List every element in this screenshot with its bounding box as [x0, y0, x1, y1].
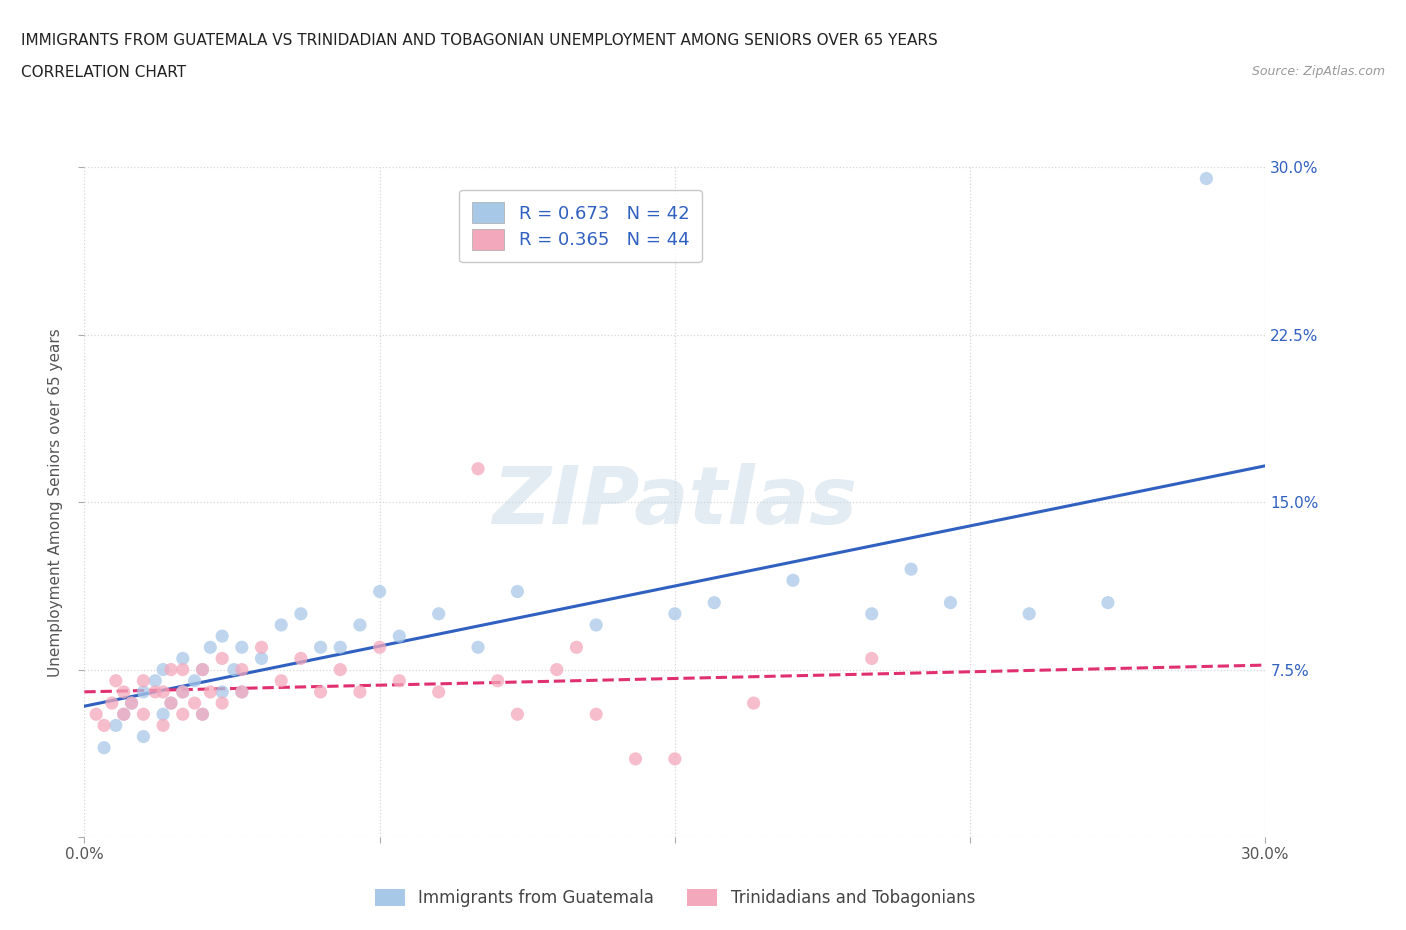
Point [467, 640, 489, 655]
Point [121, 696, 143, 711]
Point [467, 461, 489, 476]
Point [143, 673, 166, 688]
Point [121, 696, 143, 711]
Point [152, 707, 174, 722]
Point [1195, 171, 1218, 186]
Point [211, 684, 233, 699]
Point [368, 584, 391, 599]
Point [231, 684, 253, 699]
Point [900, 562, 922, 577]
Point [290, 651, 312, 666]
Point [309, 640, 332, 655]
Point [703, 595, 725, 610]
Point [427, 684, 450, 699]
Point [486, 673, 509, 688]
Point [160, 662, 183, 677]
Point [172, 684, 194, 699]
Point [329, 640, 352, 655]
Point [250, 640, 273, 655]
Point [231, 662, 253, 677]
Point [101, 696, 124, 711]
Point [104, 718, 127, 733]
Point [290, 606, 312, 621]
Text: IMMIGRANTS FROM GUATEMALA VS TRINIDADIAN AND TOBAGONIAN UNEMPLOYMENT AMONG SENIO: IMMIGRANTS FROM GUATEMALA VS TRINIDADIAN… [21, 33, 938, 47]
Point [349, 618, 371, 632]
Y-axis label: Unemployment Among Seniors over 65 years: Unemployment Among Seniors over 65 years [48, 328, 63, 677]
Point [231, 640, 253, 655]
Text: Source: ZipAtlas.com: Source: ZipAtlas.com [1251, 65, 1385, 78]
Point [132, 684, 155, 699]
Point [742, 696, 765, 711]
Point [104, 673, 127, 688]
Point [585, 618, 607, 632]
Point [309, 684, 332, 699]
Point [546, 662, 568, 677]
Point [112, 707, 135, 722]
Point [624, 751, 647, 766]
Point [211, 651, 233, 666]
Point [191, 707, 214, 722]
Point [84, 707, 107, 722]
Point [427, 606, 450, 621]
Point [222, 662, 245, 677]
Point [183, 673, 205, 688]
Point [860, 651, 883, 666]
Point [664, 751, 686, 766]
Point [152, 718, 174, 733]
Point [664, 606, 686, 621]
Point [388, 629, 411, 644]
Point [200, 640, 222, 655]
Point [231, 684, 253, 699]
Text: ZIPatlas: ZIPatlas [492, 463, 858, 541]
Point [172, 651, 194, 666]
Point [183, 696, 205, 711]
Point [112, 684, 135, 699]
Point [388, 673, 411, 688]
Point [112, 707, 135, 722]
Point [152, 684, 174, 699]
Point [1018, 606, 1040, 621]
Point [349, 684, 371, 699]
Point [200, 684, 222, 699]
Point [172, 684, 194, 699]
Point [565, 640, 588, 655]
Point [860, 606, 883, 621]
Point [506, 584, 529, 599]
Point [211, 696, 233, 711]
Point [250, 651, 273, 666]
Point [160, 696, 183, 711]
Point [132, 673, 155, 688]
Point [172, 662, 194, 677]
Point [191, 662, 214, 677]
Point [191, 662, 214, 677]
Point [143, 684, 166, 699]
Point [782, 573, 804, 588]
Point [152, 662, 174, 677]
Point [368, 640, 391, 655]
Text: CORRELATION CHART: CORRELATION CHART [21, 65, 186, 80]
Point [172, 707, 194, 722]
Point [270, 673, 292, 688]
Point [160, 696, 183, 711]
Point [506, 707, 529, 722]
Point [191, 707, 214, 722]
Point [1097, 595, 1119, 610]
Point [270, 618, 292, 632]
Point [132, 729, 155, 744]
Point [93, 718, 115, 733]
Point [939, 595, 962, 610]
Point [585, 707, 607, 722]
Point [329, 662, 352, 677]
Point [132, 707, 155, 722]
Point [93, 740, 115, 755]
Point [211, 629, 233, 644]
Legend: Immigrants from Guatemala, Trinidadians and Tobagonians: Immigrants from Guatemala, Trinidadians … [367, 881, 983, 916]
